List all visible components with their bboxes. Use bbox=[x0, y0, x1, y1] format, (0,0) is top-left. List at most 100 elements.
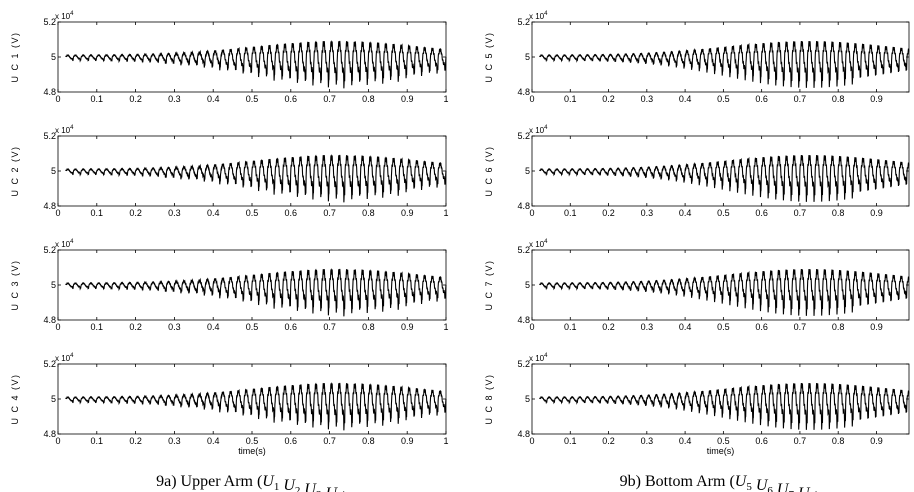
x-tick-label: 0.2 bbox=[129, 208, 142, 218]
panel-5: 4.8 5 5.2x 104 0 0.1 0.2 0.3 0.4 0.5 0.6 0.7 0.8 0.9… bbox=[484, 11, 910, 104]
x-tick-label: 0.6 bbox=[755, 322, 768, 332]
series-line bbox=[539, 382, 910, 430]
x-tick-label: 0 bbox=[55, 436, 60, 446]
x-tick-label: 0.6 bbox=[285, 322, 298, 332]
panel-1: 4.8 5 5.2x 104 0 0.1 0.2 0.3 0.4 0.5 0.6 0.7 0.8 0.9… bbox=[10, 11, 449, 104]
x-tick-label: 0.4 bbox=[207, 436, 220, 446]
y-tick-label: 5 bbox=[525, 166, 530, 176]
y-multiplier: x 104 bbox=[55, 239, 74, 249]
x-tick-label: 0.2 bbox=[129, 436, 142, 446]
x-tick-label: 0.9 bbox=[401, 322, 414, 332]
y-multiplier: x 104 bbox=[55, 11, 74, 21]
x-tick-label: 0.4 bbox=[207, 322, 220, 332]
y-multiplier: x 104 bbox=[529, 125, 548, 135]
y-tick-label: 4.8 bbox=[517, 315, 530, 325]
y-axis-label: U C 6 (V) bbox=[484, 145, 494, 196]
x-tick-label: 0.2 bbox=[602, 94, 615, 104]
x-tick-label: 0.1 bbox=[564, 94, 577, 104]
x-tick-label: 0.7 bbox=[794, 436, 807, 446]
y-axis-label: U C 1 (V) bbox=[10, 31, 20, 82]
x-axis-label: time(s) bbox=[707, 446, 735, 456]
x-tick-label: 0.5 bbox=[717, 322, 730, 332]
x-tick-label: 0.5 bbox=[717, 94, 730, 104]
x-tick-label: 0.1 bbox=[91, 322, 104, 332]
y-tick-label: 5.2 bbox=[43, 245, 56, 255]
x-tick-label: 0.8 bbox=[832, 436, 845, 446]
x-tick-label: 0 bbox=[529, 208, 534, 218]
x-tick-label: 0.1 bbox=[91, 436, 104, 446]
y-axis-label: U C 8 (V) bbox=[484, 373, 494, 424]
x-tick-label: 0.4 bbox=[679, 436, 692, 446]
y-tick-label: 4.8 bbox=[43, 315, 56, 325]
x-tick-label: 0.2 bbox=[602, 208, 615, 218]
y-multiplier: x 104 bbox=[529, 353, 548, 363]
series-line bbox=[65, 382, 447, 431]
x-tick-label: 0.4 bbox=[679, 94, 692, 104]
x-tick-label: 1 bbox=[443, 208, 448, 218]
y-axis-label: U C 2 (V) bbox=[10, 145, 20, 196]
y-tick-label: 5.2 bbox=[517, 131, 530, 141]
series-line bbox=[539, 154, 910, 202]
x-tick-label: 0.6 bbox=[755, 436, 768, 446]
x-tick-label: 1 bbox=[443, 322, 448, 332]
series-line bbox=[65, 40, 447, 89]
x-tick-label: 0.2 bbox=[129, 322, 142, 332]
x-tick-label: 0.9 bbox=[401, 436, 414, 446]
y-tick-label: 5 bbox=[525, 280, 530, 290]
x-tick-label: 0.3 bbox=[641, 94, 654, 104]
x-tick-label: 0.1 bbox=[564, 322, 577, 332]
series-line bbox=[65, 154, 447, 203]
series-line bbox=[539, 40, 910, 88]
x-tick-label: 0.7 bbox=[323, 94, 336, 104]
x-tick-label: 0.3 bbox=[641, 322, 654, 332]
x-tick-label: 0.6 bbox=[285, 94, 298, 104]
x-tick-label: 0.5 bbox=[717, 436, 730, 446]
y-tick-label: 5.2 bbox=[43, 359, 56, 369]
x-tick-label: 0.2 bbox=[602, 436, 615, 446]
x-tick-label: 0.6 bbox=[285, 436, 298, 446]
x-tick-label: 0.5 bbox=[246, 436, 259, 446]
x-tick-label: 0.3 bbox=[641, 436, 654, 446]
y-tick-label: 4.8 bbox=[517, 87, 530, 97]
x-tick-label: 0.8 bbox=[362, 208, 375, 218]
y-tick-label: 5.2 bbox=[43, 131, 56, 141]
x-tick-label: 0.9 bbox=[870, 322, 883, 332]
y-axis-label: U C 7 (V) bbox=[484, 259, 494, 310]
x-tick-label: 0.4 bbox=[679, 208, 692, 218]
x-tick-label: 0.7 bbox=[794, 322, 807, 332]
x-tick-label: 1 bbox=[443, 94, 448, 104]
x-tick-label: 0.5 bbox=[246, 322, 259, 332]
panel-2: 4.8 5 5.2x 104 0 0.1 0.2 0.3 0.4 0.5 0.6 0.7 0.8 0.9… bbox=[10, 125, 449, 218]
y-tick-label: 5 bbox=[51, 394, 56, 404]
x-tick-label: 0 bbox=[529, 436, 534, 446]
y-tick-label: 5 bbox=[51, 52, 56, 62]
x-tick-label: 0.8 bbox=[362, 436, 375, 446]
x-tick-label: 0.7 bbox=[323, 322, 336, 332]
x-tick-label: 0.8 bbox=[362, 322, 375, 332]
x-tick-label: 0.7 bbox=[323, 436, 336, 446]
x-tick-label: 0.4 bbox=[679, 322, 692, 332]
x-tick-label: 0 bbox=[55, 208, 60, 218]
x-tick-label: 0 bbox=[529, 322, 534, 332]
x-tick-label: 0.6 bbox=[755, 94, 768, 104]
x-tick-label: 0.3 bbox=[641, 208, 654, 218]
y-axis-label: U C 5 (V) bbox=[484, 31, 494, 82]
x-tick-label: 0 bbox=[529, 94, 534, 104]
x-tick-label: 0.4 bbox=[207, 94, 220, 104]
y-tick-label: 4.8 bbox=[43, 87, 56, 97]
x-tick-label: 0.3 bbox=[168, 208, 181, 218]
x-tick-label: 0.7 bbox=[794, 94, 807, 104]
y-tick-label: 4.8 bbox=[43, 429, 56, 439]
caption-bottom-arm: 9b) Bottom Arm (U5 U6 U7 U8) bbox=[620, 473, 821, 492]
y-tick-label: 5.2 bbox=[517, 245, 530, 255]
x-tick-label: 0.5 bbox=[246, 208, 259, 218]
panel-4: 4.8 5 5.2x 104 0 0.1 0.2 0.3 0.4 0.5 0.6 0.7 0.8 0.9… bbox=[10, 353, 449, 456]
x-tick-label: 0.1 bbox=[91, 208, 104, 218]
y-axis-label: U C 3 (V) bbox=[10, 259, 20, 310]
x-tick-label: 0 bbox=[55, 322, 60, 332]
x-tick-label: 0.5 bbox=[717, 208, 730, 218]
x-tick-label: 0.9 bbox=[870, 436, 883, 446]
y-tick-label: 4.8 bbox=[517, 429, 530, 439]
series-line bbox=[65, 268, 447, 317]
